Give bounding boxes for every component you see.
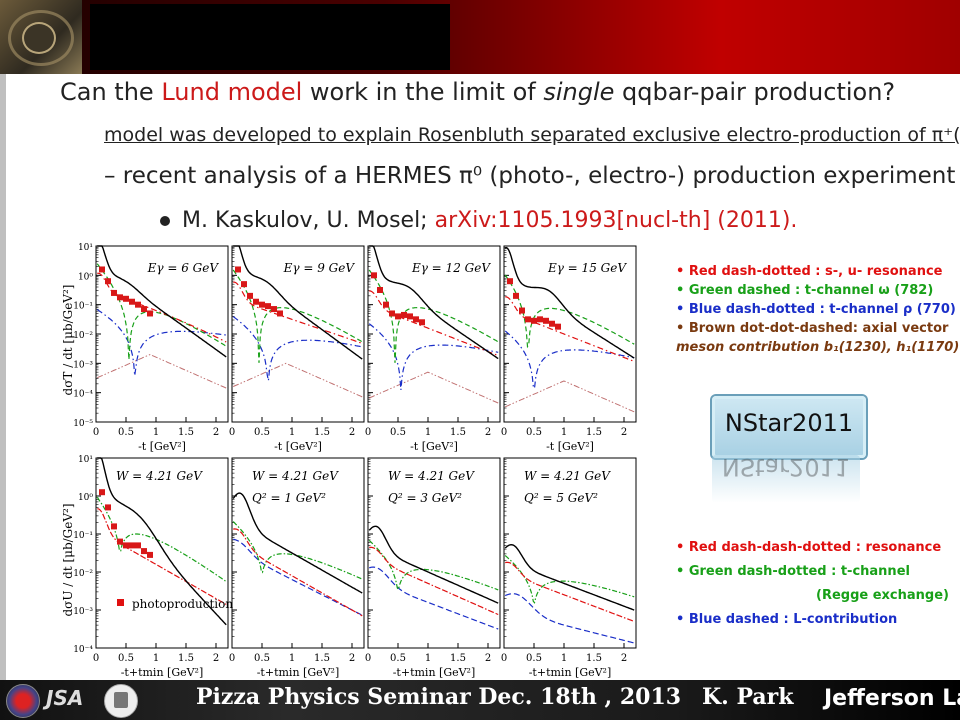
jefferson-lab-logo: Jefferson Lab (824, 686, 960, 711)
left-edge-bar (0, 74, 6, 680)
slide-title: Can the Lund model work in the limit of … (60, 78, 896, 106)
legend-entry: • Green dashed : t-channel ω (782) (676, 283, 934, 298)
legend-entry: • Green dash-dotted : t-channel (676, 564, 910, 579)
legend-entry: • Blue dash-dotted : t-channel ρ (770) (676, 302, 956, 317)
university-seal-logo (104, 684, 138, 718)
seminar-title: Pizza Physics Seminar Dec. 18th , 2013 (196, 684, 682, 710)
sub-bullet-hermes: – recent analysis of a HERMES π⁰ (photo-… (104, 163, 956, 189)
legend-entry: • Blue dashed : L-contribution (676, 612, 898, 627)
banner-black-block (90, 4, 450, 70)
nstar-badge: NStar2011 (712, 396, 866, 458)
legend-bottom: • Red dash-dash-dotted : resonance • Gree… (676, 536, 949, 632)
legend-entry: • Red dash-dash-dotted : resonance (676, 540, 942, 555)
legend-entry: (Regge exchange) (816, 588, 949, 603)
detector-photo (0, 0, 82, 74)
footer-bar: JSA Pizza Physics Seminar Dec. 18th , 20… (0, 680, 960, 720)
title-banner (0, 0, 960, 74)
legend-entry: • Brown dot-dot-dashed: axial vector (676, 321, 949, 336)
nstar-label: NStar2011 (724, 409, 854, 437)
legend-entry: • Red dash-dotted : s-, u- resonance (676, 264, 943, 279)
bullet-dot (160, 216, 170, 226)
jsa-logo: JSA (46, 686, 84, 710)
lab-seal-logo (6, 684, 40, 718)
subtitle-line: model was developed to explain Rosenblut… (104, 124, 960, 146)
speaker-name: K. Park (702, 684, 794, 710)
legend-top: • Red dash-dotted : s-, u- resonance • Gr… (676, 262, 959, 357)
reference-bullet: M. Kaskulov, U. Mosel; arXiv:1105.1993[n… (160, 208, 797, 233)
legend-entry: meson contribution b₁(1230), h₁(1170) (676, 340, 960, 355)
nstar-badge-reflection: NStar2011 (712, 455, 860, 503)
